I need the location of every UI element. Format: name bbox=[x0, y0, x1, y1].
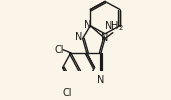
Text: NH$_2$: NH$_2$ bbox=[104, 19, 124, 33]
Text: Cl: Cl bbox=[54, 45, 64, 55]
Text: N: N bbox=[84, 20, 91, 30]
Text: N: N bbox=[97, 75, 105, 85]
Text: N: N bbox=[75, 32, 82, 42]
Text: N: N bbox=[101, 33, 109, 43]
Text: Cl: Cl bbox=[62, 88, 72, 98]
